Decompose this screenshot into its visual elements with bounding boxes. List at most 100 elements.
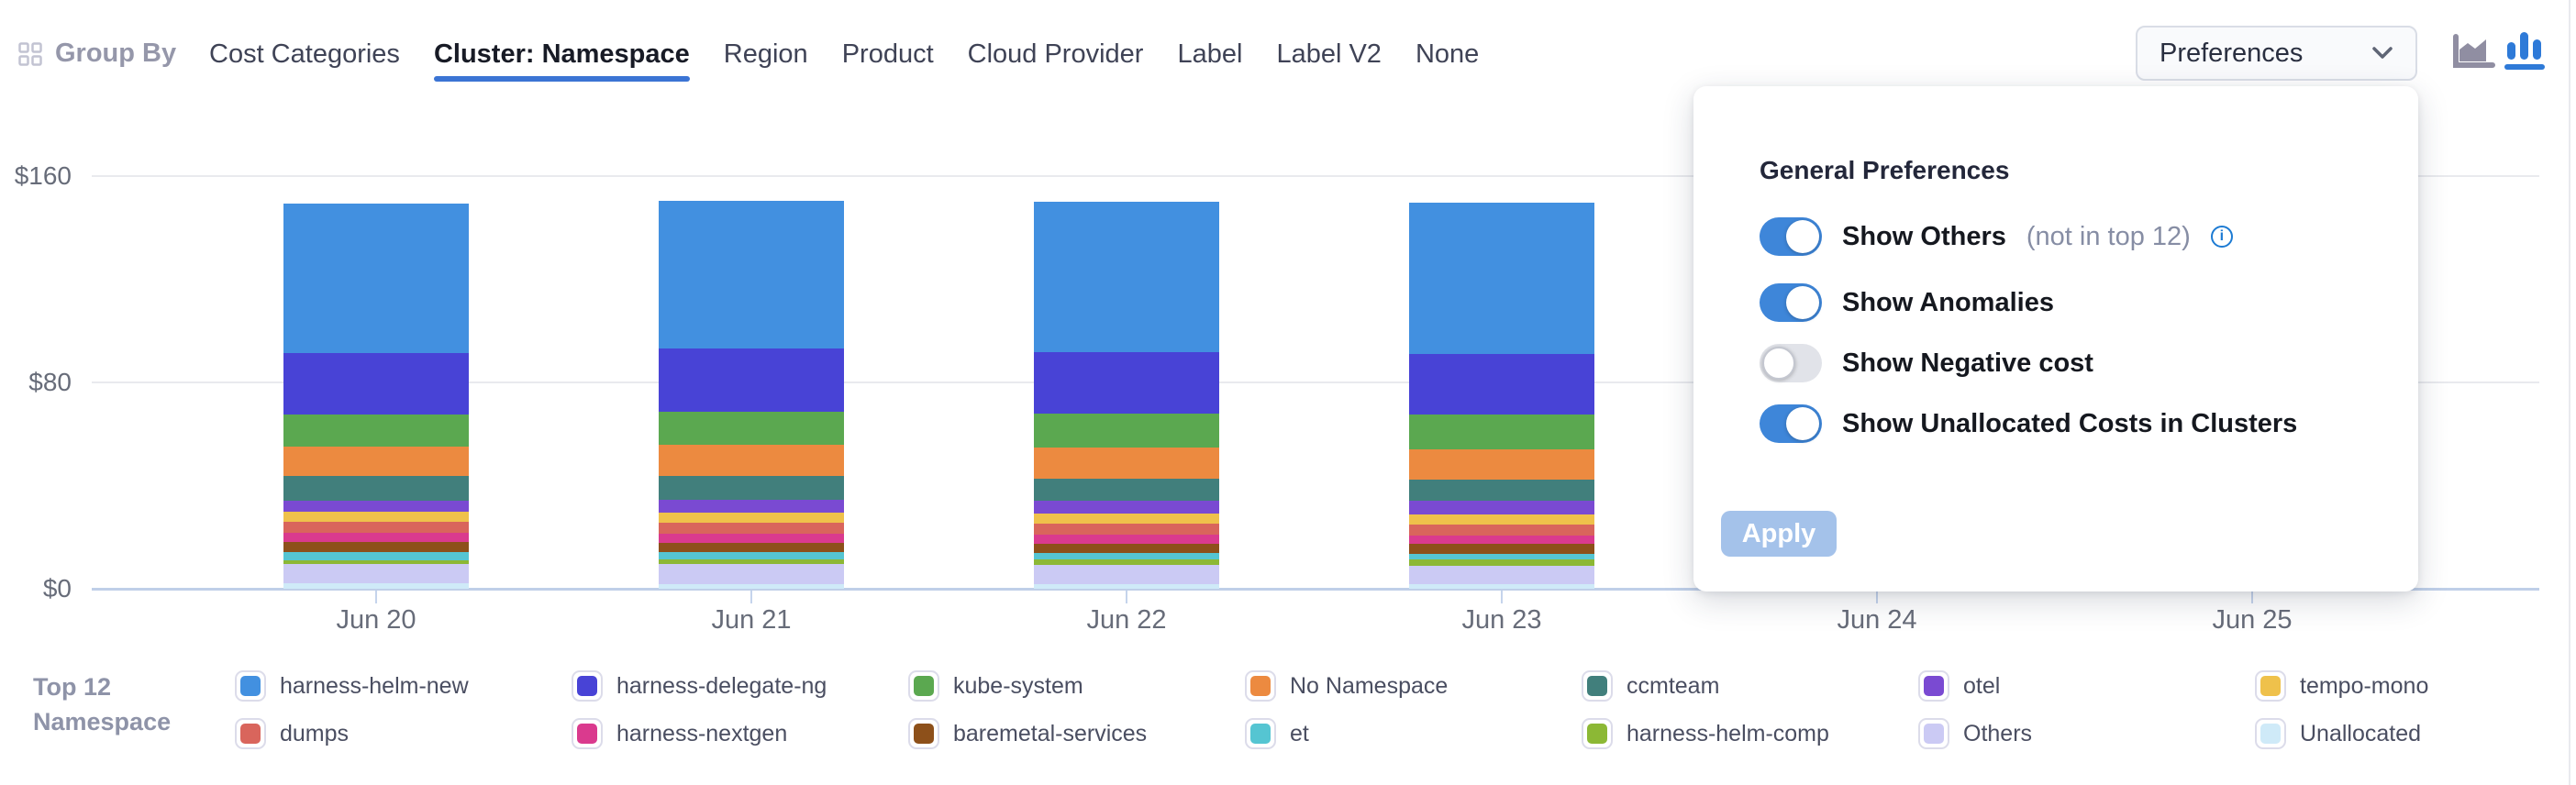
preferences-panel: General Preferences Show Others (not in t… <box>1693 86 2418 592</box>
tab-none[interactable]: None <box>1415 39 1480 69</box>
legend-item-baremetal-services[interactable]: baremetal-services <box>908 718 1147 749</box>
tab-cost-categories[interactable]: Cost Categories <box>209 39 400 69</box>
legend-swatch-tempo-mono <box>2255 670 2286 702</box>
tab-label-v2[interactable]: Label V2 <box>1276 39 1382 69</box>
legend-item-otel[interactable]: otel <box>1918 670 2000 702</box>
toggle-show-anomalies[interactable] <box>1760 283 1822 322</box>
bar-segment-harness-helm-comp-jun-23[interactable] <box>1409 559 1594 566</box>
bar-segment-unallocated-jun-20[interactable] <box>283 583 469 589</box>
bar-segment-kube-system-jun-23[interactable] <box>1409 415 1594 449</box>
bar-segment-otel-jun-23[interactable] <box>1409 501 1594 514</box>
legend-item-et[interactable]: et <box>1245 718 1309 749</box>
legend-label: et <box>1290 720 1309 746</box>
preferences-panel-title: General Preferences <box>1760 156 2010 184</box>
bar-segment-baremetal-services-jun-22[interactable] <box>1034 544 1219 553</box>
bar-segment-harness-helm-new-jun-21[interactable] <box>659 201 844 348</box>
bar-segment-et-jun-22[interactable] <box>1034 553 1219 559</box>
tab-cluster-namespace[interactable]: Cluster: Namespace <box>433 39 690 82</box>
tab-region[interactable]: Region <box>723 39 808 69</box>
x-axis-label-jun-20: Jun 20 <box>336 605 416 635</box>
toggle-show-negative-cost[interactable] <box>1760 344 1822 382</box>
legend-item-tempo-mono[interactable]: tempo-mono <box>2255 670 2428 702</box>
toggle-show-others[interactable] <box>1760 217 1822 256</box>
bar-segment-others-jun-22[interactable] <box>1034 565 1219 584</box>
bar-segment-kube-system-jun-20[interactable] <box>283 415 469 447</box>
bar-segment-harness-nextgen-jun-21[interactable] <box>659 534 844 543</box>
legend-item-others[interactable]: Others <box>1918 718 2032 749</box>
legend-item-unallocated[interactable]: Unallocated <box>2255 718 2421 749</box>
bar-segment-tempo-mono-jun-22[interactable] <box>1034 514 1219 524</box>
bar-segment-otel-jun-21[interactable] <box>659 500 844 513</box>
bar-segment-dumps-jun-23[interactable] <box>1409 525 1594 536</box>
bar-segment-others-jun-20[interactable] <box>283 564 469 583</box>
bar-segment-kube-system-jun-21[interactable] <box>659 412 844 445</box>
bar-segment-ccmteam-jun-22[interactable] <box>1034 479 1219 501</box>
bar-segment-dumps-jun-22[interactable] <box>1034 524 1219 535</box>
bar-segment-harness-nextgen-jun-20[interactable] <box>283 533 469 542</box>
legend-item-harness-nextgen[interactable]: harness-nextgen <box>572 718 787 749</box>
legend-item-harness-helm-new[interactable]: harness-helm-new <box>235 670 469 702</box>
preference-row-show-others: Show Others (not in top 12) i <box>1760 216 2233 257</box>
tab-cloud-provider[interactable]: Cloud Provider <box>967 39 1144 69</box>
legend-label: ccmteam <box>1627 672 1720 699</box>
bar-segment-no-namespace-jun-22[interactable] <box>1034 448 1219 479</box>
bar-segment-dumps-jun-21[interactable] <box>659 523 844 534</box>
bar-segment-harness-helm-comp-jun-20[interactable] <box>283 560 469 564</box>
gridline-80 <box>92 381 2539 383</box>
x-tick-jun-25 <box>2251 591 2253 603</box>
bar-segment-ccmteam-jun-21[interactable] <box>659 476 844 500</box>
bar-segment-harness-helm-comp-jun-21[interactable] <box>659 559 844 564</box>
bar-segment-harness-nextgen-jun-23[interactable] <box>1409 536 1594 544</box>
legend-item-harness-helm-comp[interactable]: harness-helm-comp <box>1582 718 1829 749</box>
bar-segment-harness-delegate-ng-jun-21[interactable] <box>659 348 844 412</box>
bar-segment-et-jun-23[interactable] <box>1409 554 1594 559</box>
bar-segment-kube-system-jun-22[interactable] <box>1034 414 1219 448</box>
bar-segment-otel-jun-20[interactable] <box>283 501 469 512</box>
legend-item-harness-delegate-ng[interactable]: harness-delegate-ng <box>572 670 827 702</box>
preferences-button[interactable]: Preferences <box>2136 26 2417 81</box>
bar-segment-tempo-mono-jun-23[interactable] <box>1409 514 1594 525</box>
bar-segment-dumps-jun-20[interactable] <box>283 522 469 533</box>
bar-chart-icon[interactable] <box>2504 28 2545 76</box>
bar-segment-harness-nextgen-jun-22[interactable] <box>1034 535 1219 544</box>
bar-segment-ccmteam-jun-23[interactable] <box>1409 480 1594 501</box>
bar-segment-et-jun-21[interactable] <box>659 552 844 559</box>
toggle-show-unallocated-costs-in-clusters[interactable] <box>1760 404 1822 443</box>
tab-product[interactable]: Product <box>841 39 934 69</box>
bar-segment-harness-helm-comp-jun-22[interactable] <box>1034 559 1219 565</box>
bar-segment-baremetal-services-jun-23[interactable] <box>1409 544 1594 554</box>
info-icon[interactable]: i <box>2210 226 2233 248</box>
toggle-label: Show Unallocated Costs in Clusters <box>1842 408 2298 438</box>
bar-segment-no-namespace-jun-23[interactable] <box>1409 449 1594 480</box>
bar-segment-ccmteam-jun-20[interactable] <box>283 476 469 501</box>
bar-segment-unallocated-jun-22[interactable] <box>1034 584 1219 589</box>
bar-segment-harness-helm-new-jun-20[interactable] <box>283 204 469 353</box>
chevron-down-icon <box>2371 47 2393 60</box>
legend-swatch-kube-system <box>908 670 939 702</box>
bar-segment-et-jun-20[interactable] <box>283 552 469 560</box>
bar-segment-harness-delegate-ng-jun-23[interactable] <box>1409 354 1594 415</box>
bar-segment-tempo-mono-jun-21[interactable] <box>659 513 844 523</box>
bar-segment-baremetal-services-jun-21[interactable] <box>659 543 844 552</box>
bar-segment-no-namespace-jun-21[interactable] <box>659 445 844 476</box>
legend-item-kube-system[interactable]: kube-system <box>908 670 1083 702</box>
bar-segment-others-jun-23[interactable] <box>1409 566 1594 584</box>
toggle-knob <box>1786 220 1819 253</box>
bar-segment-harness-helm-new-jun-23[interactable] <box>1409 203 1594 354</box>
bar-segment-baremetal-services-jun-20[interactable] <box>283 542 469 552</box>
bar-segment-unallocated-jun-21[interactable] <box>659 584 844 589</box>
legend-item-dumps[interactable]: dumps <box>235 718 349 749</box>
bar-segment-no-namespace-jun-20[interactable] <box>283 447 469 476</box>
bar-segment-otel-jun-22[interactable] <box>1034 501 1219 514</box>
bar-segment-others-jun-21[interactable] <box>659 564 844 584</box>
area-chart-icon[interactable] <box>2451 33 2495 76</box>
bar-segment-harness-delegate-ng-jun-22[interactable] <box>1034 352 1219 414</box>
bar-segment-harness-helm-new-jun-22[interactable] <box>1034 202 1219 352</box>
bar-segment-harness-delegate-ng-jun-20[interactable] <box>283 353 469 415</box>
bar-segment-unallocated-jun-23[interactable] <box>1409 584 1594 589</box>
apply-button[interactable]: Apply <box>1721 511 1837 557</box>
tab-label[interactable]: Label <box>1177 39 1243 69</box>
bar-segment-tempo-mono-jun-20[interactable] <box>283 512 469 522</box>
legend-item-no-namespace[interactable]: No Namespace <box>1245 670 1448 702</box>
legend-item-ccmteam[interactable]: ccmteam <box>1582 670 1719 702</box>
